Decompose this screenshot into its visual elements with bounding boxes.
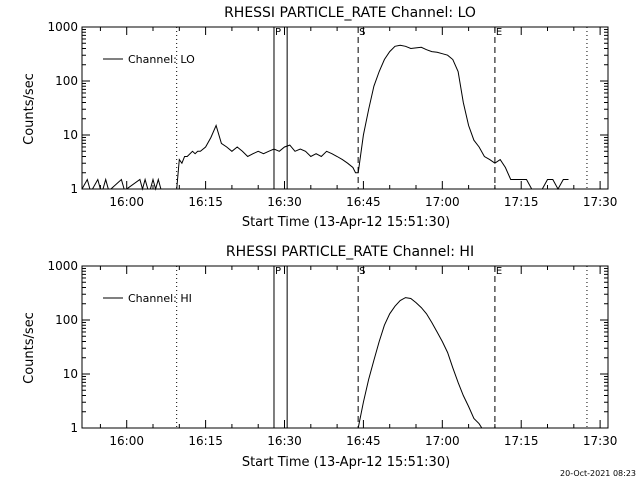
chart-title-lo: RHESSI PARTICLE_RATE Channel: LO bbox=[224, 5, 476, 21]
chart-title-hi: RHESSI PARTICLE_RATE Channel: HI bbox=[226, 244, 474, 260]
x-tick-label-hi: 17:30 bbox=[583, 434, 618, 448]
y-tick-label-lo: 100 bbox=[55, 74, 78, 88]
y-axis-label-lo: Counts/sec bbox=[22, 73, 37, 145]
chart-lo: RHESSI PARTICLE_RATE Channel: LO Start T… bbox=[22, 5, 617, 230]
y-tick-label-hi: 10 bbox=[63, 367, 78, 381]
x-tick-label-lo: 17:15 bbox=[504, 195, 539, 209]
x-tick-label-hi: 16:15 bbox=[188, 434, 223, 448]
x-tick-label-hi: 16:30 bbox=[267, 434, 302, 448]
y-tick-label-hi: 1000 bbox=[47, 259, 78, 273]
x-tick-label-lo: 17:00 bbox=[425, 195, 460, 209]
series-line-hi bbox=[357, 297, 483, 429]
plot-area-hi: 16:00 16:15 16:30 16:45 17:00 17:15 17:30 1 10 10… bbox=[47, 259, 617, 448]
y-tick-label-hi: 100 bbox=[55, 313, 78, 327]
plot-area-lo: 16:00 16:15 16:30 16:45 17:00 17:15 17:30 1 10 10… bbox=[47, 20, 617, 209]
footer-timestamp: 20-Oct-2021 08:23 bbox=[560, 469, 636, 478]
x-tick-label-hi: 16:45 bbox=[346, 434, 381, 448]
series-line-lo bbox=[81, 44, 569, 191]
marker-label-hi: E bbox=[496, 266, 502, 277]
y-tick-label-lo: 1 bbox=[70, 182, 78, 196]
x-axis-label-lo: Start Time (13-Apr-12 15:51:30) bbox=[242, 215, 450, 230]
legend-label-hi: Channel: HI bbox=[128, 292, 192, 305]
x-tick-label-lo: 17:30 bbox=[583, 195, 618, 209]
y-tick-label-lo: 10 bbox=[63, 128, 78, 142]
x-tick-label-lo: 16:45 bbox=[346, 195, 381, 209]
legend-label-lo: Channel: LO bbox=[128, 53, 195, 66]
marker-label-lo: E bbox=[496, 27, 502, 38]
plot-frame-hi bbox=[81, 265, 609, 429]
marker-label-lo: S bbox=[359, 27, 365, 38]
x-tick-label-lo: 16:30 bbox=[267, 195, 302, 209]
x-tick-label-hi: 17:00 bbox=[425, 434, 460, 448]
plot-frame-lo bbox=[81, 26, 609, 190]
x-tick-label-lo: 16:00 bbox=[109, 195, 144, 209]
marker-label-hi: P bbox=[275, 266, 281, 277]
y-axis-label-hi: Counts/sec bbox=[22, 312, 37, 384]
y-tick-label-lo: 1000 bbox=[47, 20, 78, 34]
chart-hi: RHESSI PARTICLE_RATE Channel: HI Start T… bbox=[22, 244, 617, 470]
y-tick-label-hi: 1 bbox=[70, 421, 78, 435]
x-axis-label-hi: Start Time (13-Apr-12 15:51:30) bbox=[242, 455, 450, 470]
x-tick-label-hi: 17:15 bbox=[504, 434, 539, 448]
marker-label-lo: P bbox=[275, 27, 281, 38]
x-tick-label-hi: 16:00 bbox=[109, 434, 144, 448]
marker-label-hi: S bbox=[359, 266, 365, 277]
x-tick-label-lo: 16:15 bbox=[188, 195, 223, 209]
